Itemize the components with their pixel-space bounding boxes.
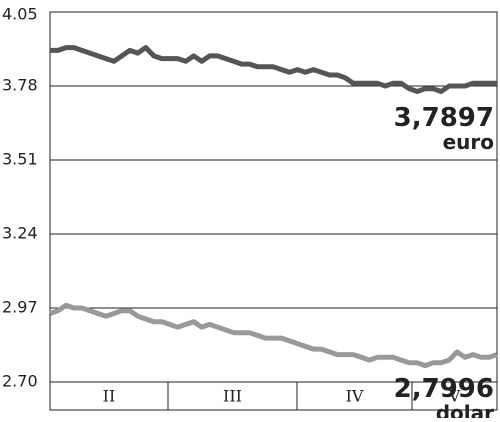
y-tick-label: 3.24 xyxy=(2,224,38,243)
x-category-label: IV xyxy=(346,387,364,406)
y-tick-label: 2.97 xyxy=(2,298,38,317)
x-category-label: III xyxy=(223,387,242,406)
series-line xyxy=(49,302,498,369)
value-annotation: 2,7996 xyxy=(394,374,494,404)
y-tick-label: 3.51 xyxy=(2,150,38,169)
x-category-label: V xyxy=(448,387,461,406)
x-category-label: II xyxy=(103,387,116,406)
value-annotation: 3,7897 xyxy=(394,103,494,133)
y-tick-label: 4.05 xyxy=(2,5,38,24)
y-tick-label: 3.78 xyxy=(2,76,38,95)
series-name: euro xyxy=(443,130,494,154)
y-tick-label: 2.70 xyxy=(2,372,38,391)
series-name: dolar xyxy=(436,401,494,418)
plot-frame xyxy=(49,11,498,411)
series-line xyxy=(50,45,497,94)
